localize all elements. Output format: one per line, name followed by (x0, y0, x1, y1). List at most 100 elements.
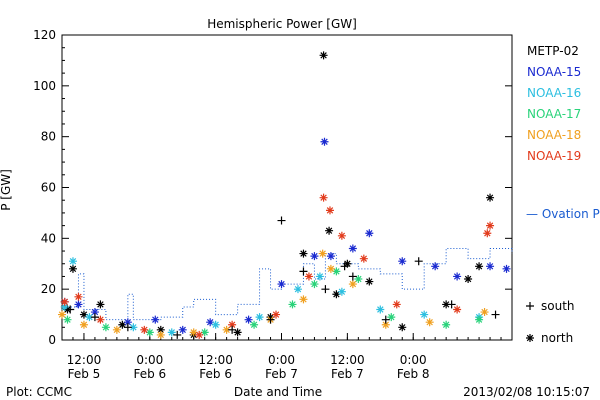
point-noaa-19 (337, 231, 346, 240)
point-metp-02 (118, 320, 127, 329)
x-tick-label-date: Feb 7 (331, 367, 364, 381)
point-south (173, 330, 182, 339)
point-noaa-19 (96, 315, 105, 324)
point-noaa-16 (376, 305, 385, 314)
point-noaa-17 (387, 313, 396, 322)
point-south (414, 257, 423, 266)
point-metp-02 (343, 259, 352, 268)
point-noaa-18 (299, 295, 308, 304)
x-tick-label-time: 12:00 (198, 353, 233, 367)
point-metp-02 (156, 325, 165, 334)
legend-north-symbol (526, 334, 534, 342)
point-noaa-19 (195, 330, 204, 339)
point-noaa-18 (348, 280, 357, 289)
point-noaa-15 (310, 252, 319, 261)
point-noaa-16 (85, 313, 94, 322)
point-south (447, 300, 456, 309)
point-noaa-17 (475, 315, 484, 324)
point-noaa-15 (123, 318, 132, 327)
point-noaa-15 (206, 318, 215, 327)
point-noaa-17 (145, 328, 154, 337)
point-metp-02 (319, 51, 328, 60)
point-noaa-19 (486, 221, 495, 230)
y-tick-label: 40 (41, 231, 56, 245)
point-noaa-16 (315, 272, 324, 281)
legend-item-metp-02: METP-02 (527, 44, 579, 58)
y-tick-label: 20 (41, 282, 56, 296)
point-noaa-18 (112, 325, 121, 334)
legend-north-label: north (541, 331, 573, 345)
y-tick-label: 0 (48, 333, 56, 347)
point-noaa-17 (442, 320, 451, 329)
x-tick-label-time: 12:00 (67, 353, 102, 367)
legend-item-noaa-16: NOAA-16 (527, 86, 581, 100)
point-south (321, 285, 330, 294)
y-tick-label: 120 (33, 28, 56, 42)
point-metp-02 (464, 275, 473, 283)
point-noaa-16 (167, 328, 176, 337)
point-noaa-15 (74, 300, 83, 309)
point-noaa-17 (332, 267, 341, 276)
point-noaa-15 (365, 229, 374, 238)
point-noaa-18 (326, 264, 335, 273)
point-noaa-19 (140, 325, 149, 334)
point-metp-02 (96, 300, 105, 309)
legend-item-noaa-17: NOAA-17 (527, 107, 581, 121)
point-noaa-19 (325, 206, 334, 215)
point-metp-02 (398, 323, 407, 332)
point-noaa-18 (381, 320, 390, 329)
point-south (348, 272, 357, 281)
point-noaa-15 (398, 257, 407, 266)
point-noaa-19 (319, 193, 328, 202)
point-noaa-16 (293, 285, 302, 294)
point-noaa-17 (63, 315, 72, 324)
point-metp-02 (365, 277, 374, 286)
point-south (340, 262, 349, 271)
point-noaa-15 (90, 308, 99, 317)
point-noaa-15 (453, 272, 462, 281)
x-tick-label-time: 0:00 (400, 353, 427, 367)
point-noaa-19 (228, 320, 237, 329)
point-noaa-15 (178, 325, 187, 334)
point-noaa-17 (354, 275, 363, 283)
footer-source: Plot: CCMC (6, 385, 72, 399)
point-noaa-15 (326, 252, 335, 261)
point-noaa-18 (425, 318, 434, 327)
point-noaa-15 (486, 262, 495, 271)
point-south (266, 315, 275, 324)
point-metp-02 (332, 290, 341, 299)
legend-item-noaa-15: NOAA-15 (527, 65, 581, 79)
point-south (277, 216, 286, 225)
y-tick-label: 100 (33, 79, 56, 93)
point-metp-02 (486, 193, 495, 202)
point-metp-02 (475, 262, 484, 271)
point-noaa-18 (79, 320, 88, 329)
point-south (123, 323, 132, 332)
point-noaa-16 (255, 313, 264, 322)
point-noaa-16 (60, 302, 69, 311)
x-tick-label-time: 0:00 (136, 353, 163, 367)
point-noaa-16 (211, 320, 220, 329)
y-axis-label: P [GW] (0, 169, 13, 211)
point-south (66, 305, 75, 314)
point-noaa-19 (304, 272, 313, 281)
point-noaa-19 (359, 254, 368, 263)
point-metp-02 (79, 310, 88, 319)
point-south (90, 313, 99, 322)
point-noaa-15 (502, 264, 511, 273)
point-noaa-17 (250, 320, 259, 329)
point-noaa-18 (58, 310, 66, 319)
legend-item-noaa-19: NOAA-19 (527, 149, 581, 163)
chart-title: Hemispheric Power [GW] (207, 17, 357, 31)
point-metp-02 (233, 328, 242, 337)
point-noaa-16 (129, 323, 138, 332)
point-metp-02 (299, 249, 308, 258)
point-noaa-15 (244, 315, 253, 324)
point-noaa-18 (222, 325, 231, 334)
x-tick-label-date: Feb 6 (199, 367, 232, 381)
point-noaa-19 (272, 310, 281, 319)
legend-south-symbol (526, 302, 534, 310)
x-tick-label-date: Feb 5 (68, 367, 101, 381)
